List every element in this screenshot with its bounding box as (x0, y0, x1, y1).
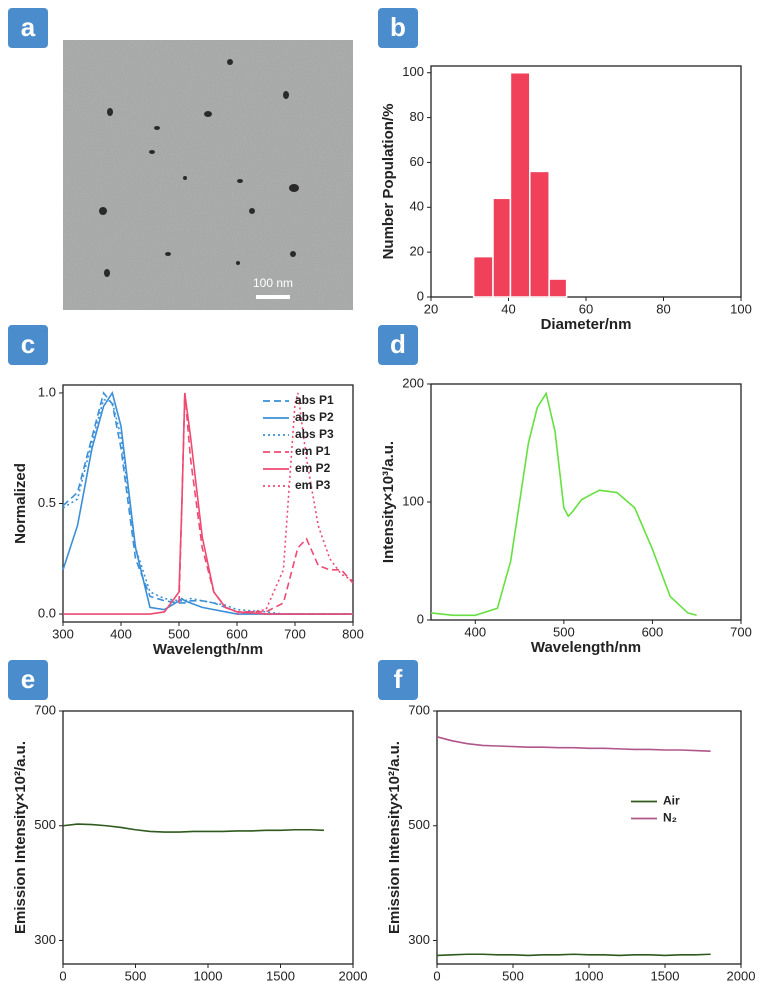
y-tick-label: 0.0 (38, 605, 56, 620)
y-tick-label: 40 (410, 199, 424, 214)
x-tick-label: 2000 (339, 968, 368, 982)
x-axis-label: Diameter/nm (541, 316, 632, 333)
data-line (63, 392, 353, 615)
y-tick-label: 700 (408, 702, 430, 717)
legend-label: abs P3 (295, 427, 334, 441)
y-tick-label: 100 (402, 493, 424, 508)
data-line (62, 391, 353, 615)
x-tick-label: 0 (433, 968, 440, 982)
panel-tag: b (390, 12, 406, 42)
x-tick-label: 1500 (266, 968, 295, 982)
legend-label: abs P1 (295, 393, 334, 407)
x-tick-label: 500 (168, 626, 190, 641)
data-line (178, 392, 354, 613)
x-tick-label: 60 (579, 301, 593, 316)
panel-tag: f (394, 664, 403, 694)
y-axis-label: Emission Intensity×10²/a.u. (12, 741, 29, 934)
x-tick-label: 1000 (194, 968, 223, 982)
panel-tag-box (8, 8, 48, 48)
legend-label: abs P2 (295, 410, 334, 424)
y-tick-label: 300 (408, 932, 430, 947)
y-tick-label: 500 (408, 817, 430, 832)
data-line (236, 392, 354, 615)
x-tick-label: 600 (226, 626, 248, 641)
panel-tag: a (21, 12, 36, 42)
y-tick-label: 500 (34, 817, 56, 832)
y-tick-label: 0.5 (38, 495, 56, 510)
y-tick-label: 80 (410, 109, 424, 124)
data-line (62, 823, 325, 833)
panel-tag-box (378, 8, 418, 48)
x-tick-label: 20 (424, 301, 438, 316)
hist-bar (472, 255, 494, 298)
plot-frame (430, 383, 742, 621)
data-line (62, 391, 353, 615)
panel-tag: e (21, 664, 35, 694)
legend-label: N₂ (663, 811, 677, 825)
y-tick-label: 100 (402, 64, 424, 79)
x-tick-label: 40 (501, 301, 515, 316)
panel-tag-box (8, 660, 48, 700)
x-tick-label: 400 (464, 624, 486, 639)
y-tick-label: 300 (34, 932, 56, 947)
x-tick-label: 500 (502, 968, 524, 982)
y-tick-label: 700 (34, 702, 56, 717)
data-line (430, 391, 697, 617)
tem-image: 100 nm (63, 40, 353, 310)
x-tick-label: 100 (730, 301, 752, 316)
y-tick-label: 0 (417, 611, 424, 626)
legend-label: em P1 (295, 444, 331, 458)
x-tick-label: 1500 (651, 968, 680, 982)
y-axis-label: Intensity×10³/a.u. (380, 441, 397, 563)
x-axis-label: Wavelength/nm (531, 639, 641, 656)
legend-label: Air (663, 794, 680, 808)
panel-tag-box (8, 325, 48, 365)
x-tick-label: 600 (642, 624, 664, 639)
y-axis-label: Emission Intensity×10²/a.u. (386, 741, 403, 934)
y-axis-label: Number Population/% (380, 104, 397, 260)
x-tick-label: 1000 (575, 968, 604, 982)
x-tick-label: 2000 (727, 968, 756, 982)
x-tick-label: 80 (656, 301, 670, 316)
panel-tag-box (378, 325, 418, 365)
x-axis-label: Wavelength/nm (153, 641, 263, 658)
y-tick-label: 0 (417, 288, 424, 303)
x-tick-label: 400 (110, 626, 132, 641)
x-tick-label: 300 (52, 626, 74, 641)
panel-tag-box (378, 660, 418, 700)
panel-tag: c (21, 329, 35, 359)
hist-bar (529, 170, 550, 298)
hist-bar (548, 278, 568, 298)
panel-tag: d (390, 329, 406, 359)
x-tick-label: 500 (553, 624, 575, 639)
plot-frame (62, 710, 354, 965)
y-axis-label: Normalized (12, 463, 29, 544)
data-line (436, 736, 711, 752)
hist-bar (509, 71, 531, 298)
data-line (62, 398, 353, 615)
y-tick-label: 1.0 (38, 384, 56, 399)
y-tick-label: 200 (402, 375, 424, 390)
hist-bar (492, 197, 512, 298)
y-tick-label: 60 (410, 154, 424, 169)
x-tick-label: 700 (284, 626, 306, 641)
data-line (436, 953, 711, 957)
legend-label: em P3 (295, 478, 331, 492)
x-tick-label: 700 (730, 624, 752, 639)
scale-bar-label: 100 nm (253, 276, 293, 290)
y-tick-label: 20 (410, 244, 424, 259)
x-tick-label: 500 (125, 968, 147, 982)
x-tick-label: 0 (59, 968, 66, 982)
x-tick-label: 800 (342, 626, 364, 641)
legend-label: em P2 (295, 461, 331, 475)
